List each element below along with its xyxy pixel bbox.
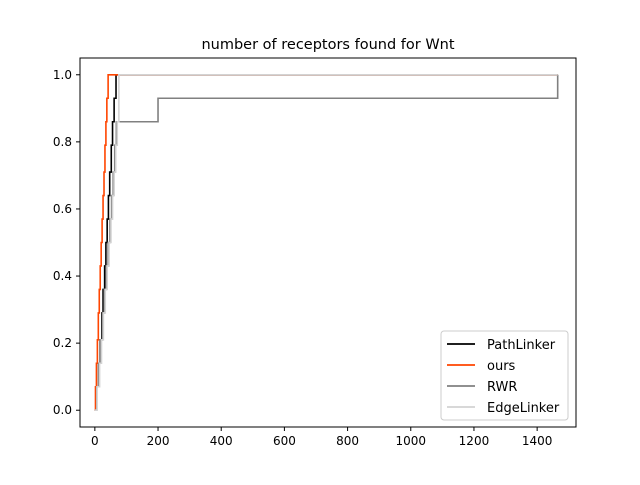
x-tick-label: 400 [210, 434, 233, 448]
chart-title: number of receptors found for Wnt [201, 37, 454, 53]
x-tick-label: 200 [147, 434, 170, 448]
x-tick-label: 800 [336, 434, 359, 448]
y-tick-label: 0.8 [53, 135, 72, 149]
x-tick-label: 600 [273, 434, 296, 448]
legend-box [440, 330, 569, 421]
legend-label-pathlinker: PathLinker [487, 338, 556, 353]
x-tick-label: 0 [91, 434, 99, 448]
series-layer [94, 73, 559, 412]
y-tick-label: 1.0 [53, 68, 72, 82]
y-tick-label: 0.0 [53, 403, 72, 417]
legend-label-rwr: RWR [487, 380, 517, 395]
x-tick-label: 1000 [395, 434, 426, 448]
legend-label-ours: ours [487, 359, 516, 374]
x-tick-label: 1400 [522, 434, 553, 448]
y-tick-label: 0.6 [53, 202, 72, 216]
x-tick-label: 1200 [459, 434, 490, 448]
y-tick-label: 0.4 [53, 269, 72, 283]
plot-frame [79, 57, 577, 428]
y-tick-label: 0.2 [53, 336, 72, 350]
legend-label-edgelinker: EdgeLinker [487, 401, 560, 416]
series-line-edgelinker [94, 73, 558, 412]
axis-layer: 0 200 400 600 800 1000 1200 1400 0.0 0.2 0.4 0.6 0.8… [53, 68, 553, 448]
series-line-ours [94, 73, 558, 412]
legend: PathLinker ours RWR EdgeLinker [440, 330, 569, 421]
